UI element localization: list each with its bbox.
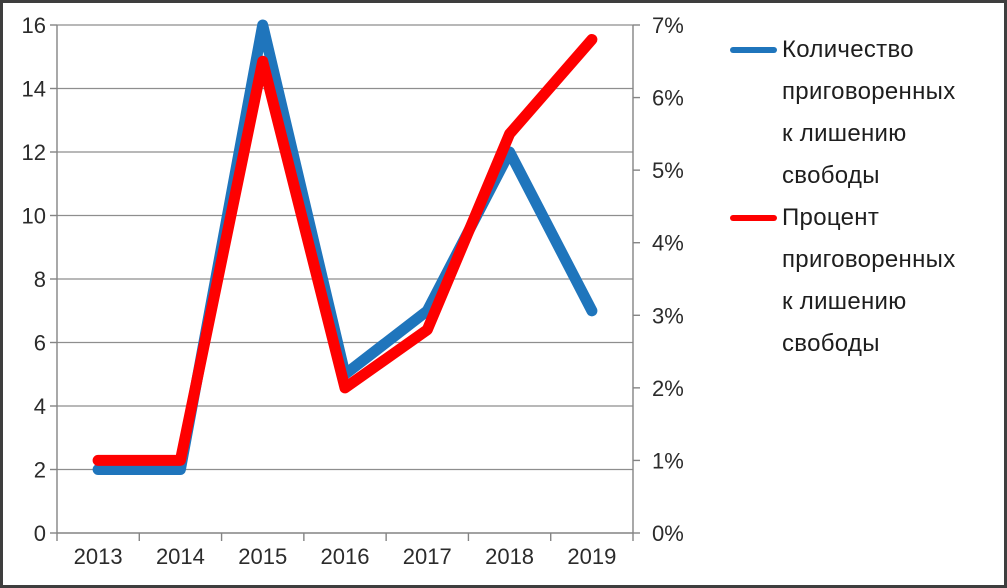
right-axis-tick-label: 4% <box>652 231 684 256</box>
x-axis-label: 2015 <box>238 544 287 569</box>
x-axis-label: 2016 <box>321 544 370 569</box>
legend-label: Количество приговоренных к лишению свобо… <box>782 36 956 189</box>
left-axis-tick-label: 8 <box>34 267 46 292</box>
left-axis-tick-label: 2 <box>34 458 46 483</box>
legend-entry-count: Количество приговоренных к лишению свобо… <box>730 29 975 197</box>
left-axis-tick-label: 14 <box>22 77 46 102</box>
series-line-1 <box>92 34 598 466</box>
right-axis-tick-label: 1% <box>652 448 684 473</box>
right-axis-tick-label: 0% <box>652 521 684 546</box>
left-axis-tick-label: 16 <box>22 13 46 38</box>
right-axis-tick-label: 7% <box>652 13 684 38</box>
x-axis-label: 2017 <box>403 544 452 569</box>
right-axis-tick-label: 5% <box>652 158 684 183</box>
left-axis-tick-label: 0 <box>34 521 46 546</box>
left-axis-tick-label: 12 <box>22 140 46 165</box>
left-axis-tick-label: 4 <box>34 394 46 419</box>
legend-swatch-red-line <box>730 215 777 221</box>
chart-legend: Количество приговоренных к лишению свобо… <box>730 29 975 365</box>
x-axis-label: 2018 <box>485 544 534 569</box>
left-axis-tick-label: 10 <box>22 204 46 229</box>
legend-entry-percent: Процент приговоренных к лишению свободы <box>730 197 975 365</box>
legend-swatch-blue-line <box>730 47 777 53</box>
x-axis-label: 2014 <box>156 544 205 569</box>
right-axis-tick-label: 2% <box>652 376 684 401</box>
legend-label: Процент приговоренных к лишению свободы <box>782 204 956 357</box>
x-axis-label: 2013 <box>74 544 123 569</box>
right-axis-tick-label: 3% <box>652 303 684 328</box>
x-axis-label: 2019 <box>567 544 616 569</box>
left-axis-tick-label: 6 <box>34 331 46 356</box>
right-axis-tick-label: 6% <box>652 86 684 111</box>
